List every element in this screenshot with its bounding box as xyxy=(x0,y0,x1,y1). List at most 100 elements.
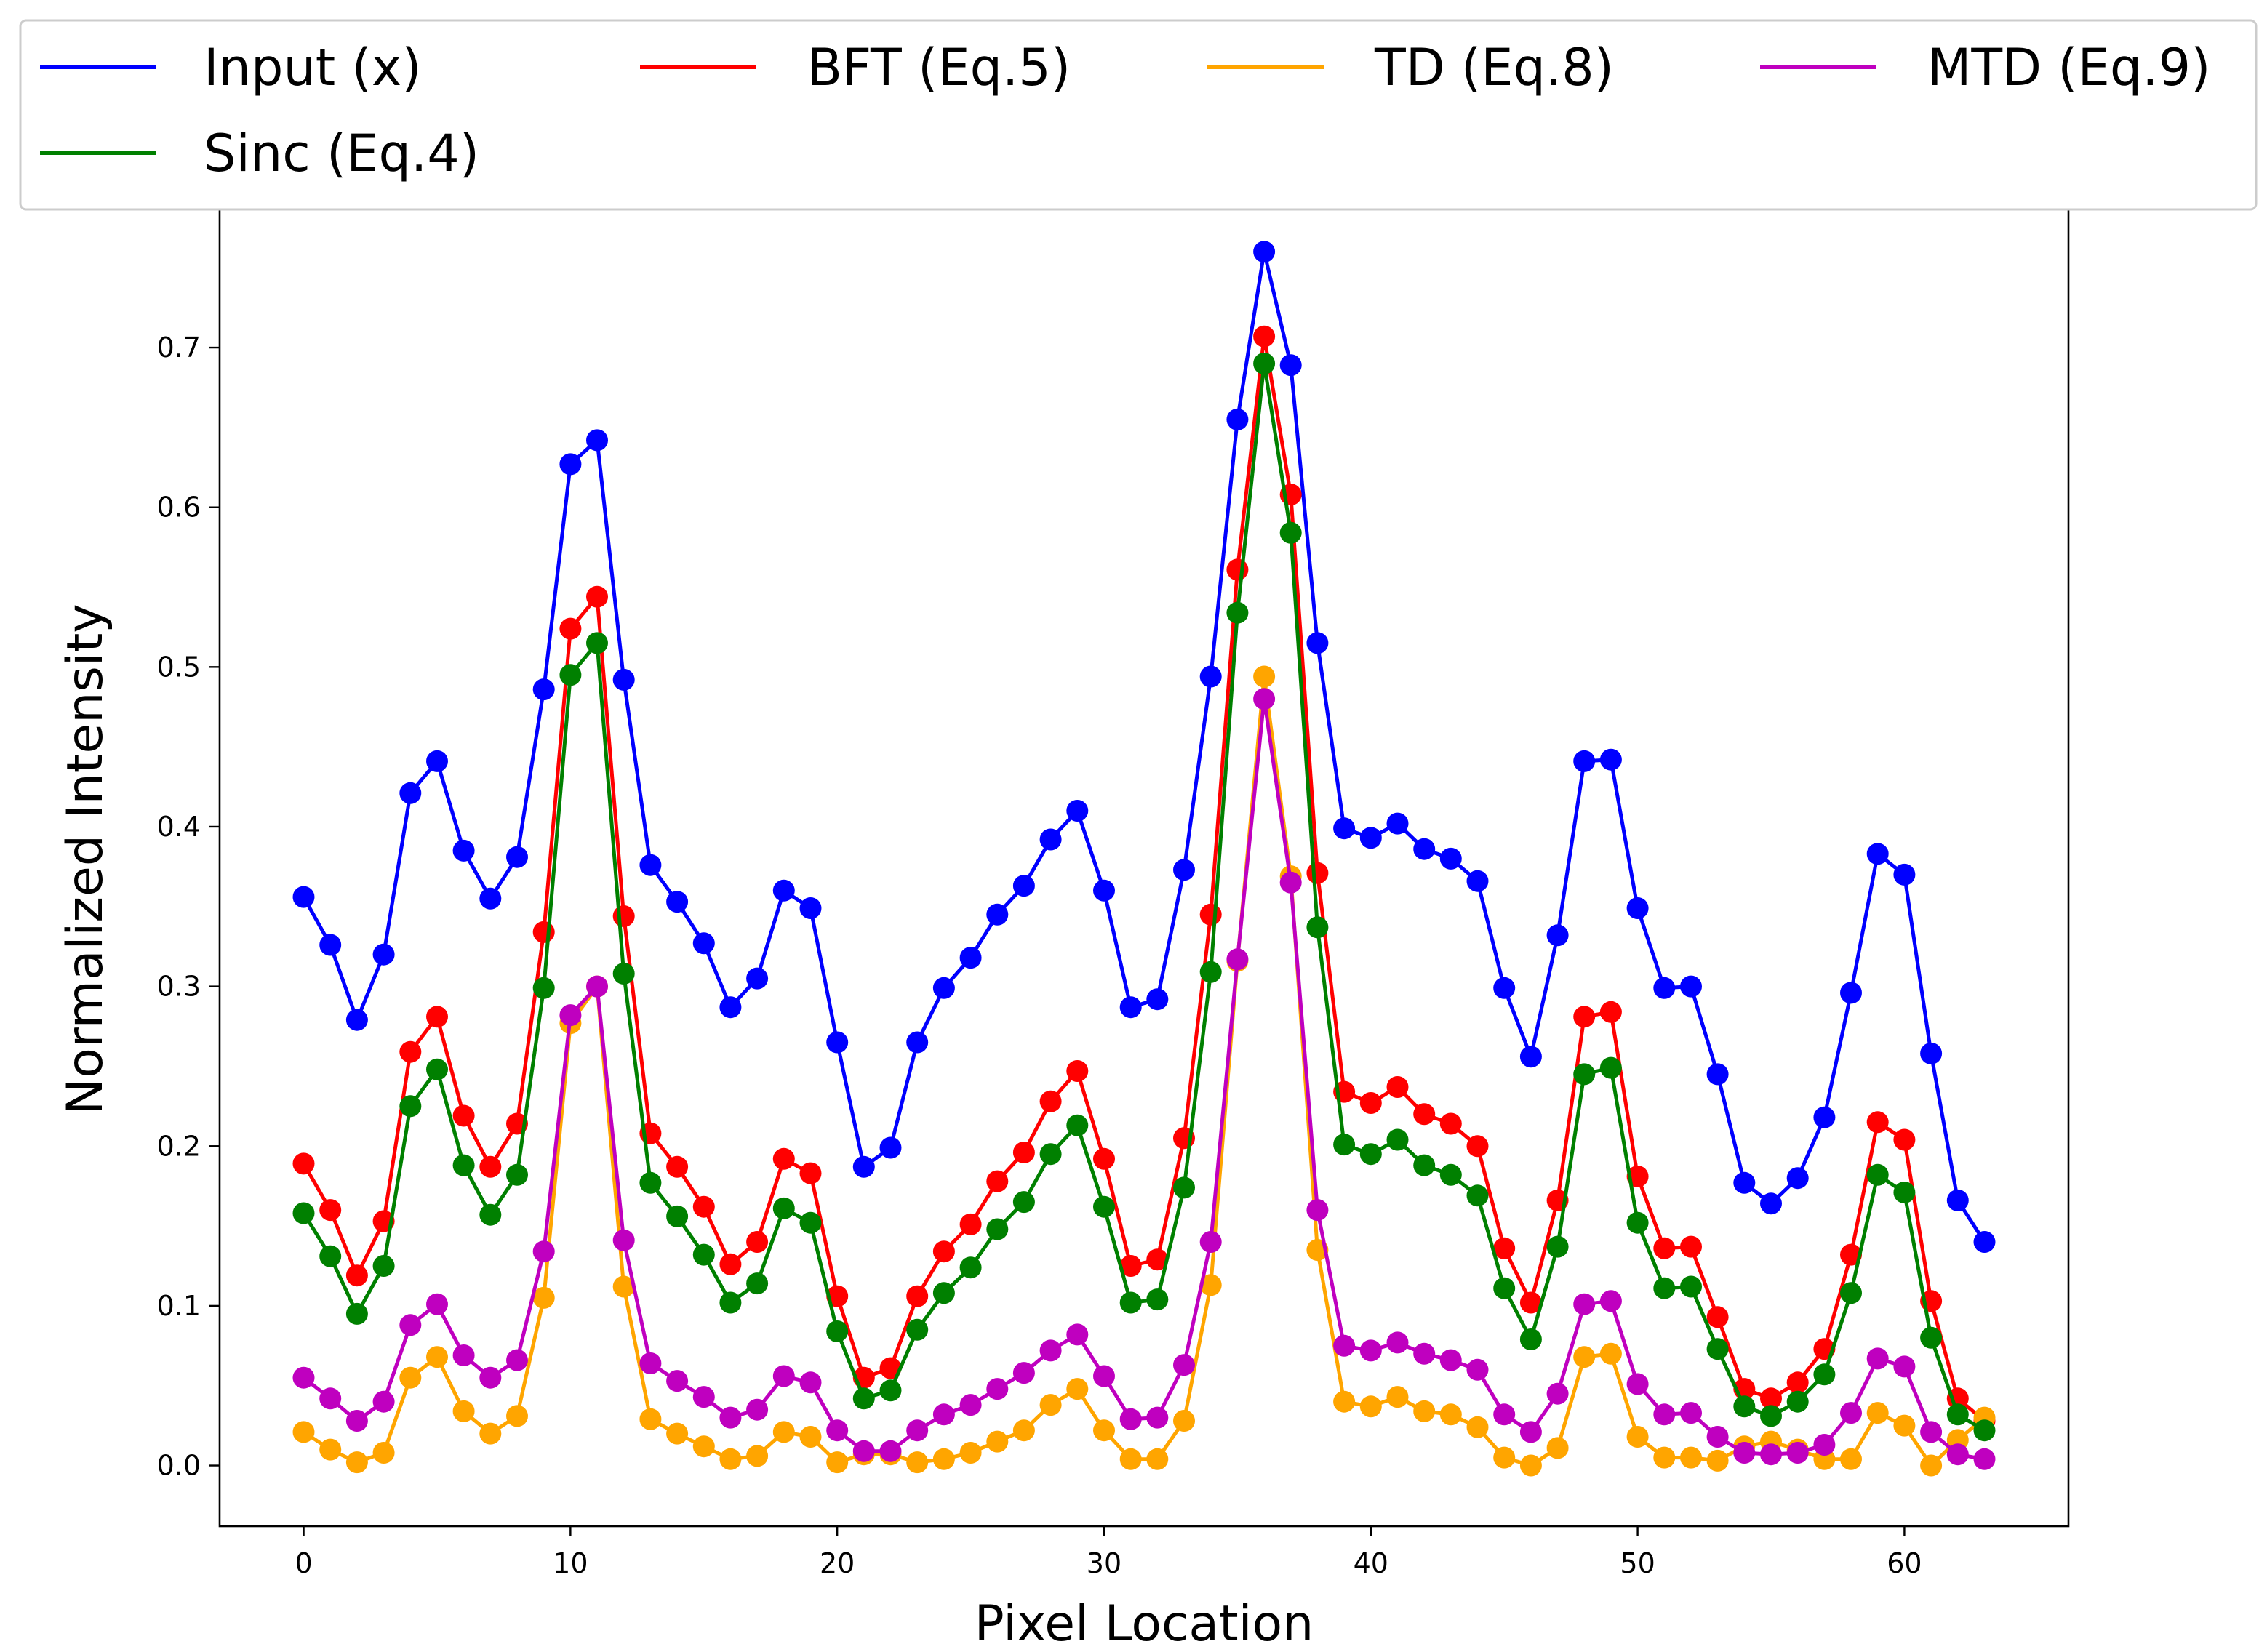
data-point xyxy=(452,1154,475,1176)
series-4 xyxy=(292,353,1996,1442)
data-point xyxy=(1119,996,1142,1019)
x-tick-label: 30 xyxy=(1087,1547,1121,1579)
data-point xyxy=(1119,1255,1142,1277)
y-tick-label: 0.2 xyxy=(157,1130,201,1162)
data-point xyxy=(692,1195,715,1218)
legend-item: TD (Eq.8) xyxy=(1207,38,1614,97)
data-point xyxy=(1199,665,1222,688)
data-point xyxy=(1386,1128,1409,1151)
data-point xyxy=(479,1155,502,1178)
data-point xyxy=(1973,1231,1996,1253)
data-point xyxy=(292,1366,315,1389)
legend-frame xyxy=(19,19,2258,211)
y-tick-label: 0.4 xyxy=(157,811,201,843)
data-point xyxy=(1146,1248,1169,1271)
data-point xyxy=(666,1370,689,1392)
data-point xyxy=(1840,1282,1862,1304)
data-point xyxy=(1253,353,1276,374)
data-point xyxy=(826,1031,849,1054)
data-point xyxy=(986,1170,1009,1192)
data-point xyxy=(506,1405,528,1427)
y-tick-label: 0.0 xyxy=(157,1450,201,1482)
data-point xyxy=(319,1387,342,1410)
data-point xyxy=(1413,1154,1436,1176)
data-point xyxy=(1653,1446,1676,1469)
data-point xyxy=(559,664,582,686)
data-point xyxy=(906,1285,929,1307)
data-point xyxy=(1386,1386,1409,1408)
data-point xyxy=(1946,1443,1969,1466)
data-point xyxy=(399,1366,422,1389)
data-point xyxy=(506,1349,528,1371)
data-point xyxy=(1866,1402,1889,1424)
data-point xyxy=(1439,1112,1462,1135)
legend-label: Sinc (Eq.4) xyxy=(204,124,479,183)
data-point xyxy=(1920,1042,1943,1064)
data-point xyxy=(799,1426,822,1448)
data-point xyxy=(666,891,689,913)
data-point xyxy=(1973,1448,1996,1470)
legend-item: BFT (Eq.5) xyxy=(640,38,1071,97)
data-point xyxy=(1573,1293,1596,1315)
data-point xyxy=(1146,1448,1169,1470)
data-point xyxy=(1306,862,1329,884)
data-point xyxy=(1920,1421,1943,1443)
data-point xyxy=(1653,977,1676,999)
data-point xyxy=(826,1419,849,1442)
data-point xyxy=(1866,843,1889,865)
data-point xyxy=(612,1275,635,1298)
data-point xyxy=(1066,1378,1089,1400)
data-point xyxy=(1653,1403,1676,1426)
data-point xyxy=(746,1445,769,1467)
data-point xyxy=(826,1320,849,1342)
data-point xyxy=(1706,1426,1729,1448)
data-point xyxy=(879,1379,902,1402)
data-point xyxy=(345,1009,368,1031)
data-point xyxy=(639,1352,662,1374)
x-axis-ticks: 0 10 20 30 40 50 60 xyxy=(295,1526,1922,1579)
data-point xyxy=(1573,1346,1596,1368)
data-point xyxy=(1039,1339,1062,1362)
data-point xyxy=(1786,1167,1809,1190)
series-line xyxy=(302,249,1986,1243)
data-point xyxy=(1413,1103,1436,1126)
data-point xyxy=(1386,1331,1409,1354)
data-point xyxy=(506,1163,528,1186)
data-point xyxy=(1333,1390,1356,1413)
data-point xyxy=(692,1386,715,1408)
y-axis-label: Normalized Intensity xyxy=(57,604,114,1115)
data-point xyxy=(1573,1006,1596,1028)
data-point xyxy=(1146,1406,1169,1429)
data-point xyxy=(1093,1365,1115,1387)
data-point xyxy=(1173,1354,1195,1376)
data-point xyxy=(1386,812,1409,835)
data-point xyxy=(1786,1442,1809,1464)
data-point xyxy=(746,967,769,990)
data-point xyxy=(1786,1371,1809,1394)
data-point xyxy=(1493,1237,1516,1259)
data-point xyxy=(1519,1328,1542,1350)
data-point xyxy=(1599,1342,1622,1365)
data-point xyxy=(479,887,502,910)
data-point xyxy=(772,879,795,902)
data-point xyxy=(1653,1237,1676,1259)
data-point xyxy=(345,1451,368,1474)
data-point xyxy=(372,1442,395,1464)
data-point xyxy=(799,1162,822,1184)
legend-label: BFT (Eq.5) xyxy=(807,38,1071,97)
data-point xyxy=(1626,897,1649,919)
data-point xyxy=(1119,1408,1142,1430)
series-3 xyxy=(292,688,1996,1470)
data-point xyxy=(959,1256,982,1279)
data-point xyxy=(1786,1390,1809,1413)
data-point xyxy=(479,1366,502,1389)
data-point xyxy=(879,1440,902,1462)
data-point xyxy=(1253,241,1276,263)
data-point xyxy=(452,839,475,862)
data-point xyxy=(1012,1419,1035,1442)
data-point xyxy=(1546,1437,1569,1459)
data-point xyxy=(1493,1403,1516,1426)
data-point xyxy=(666,1422,689,1445)
data-point xyxy=(452,1104,475,1127)
data-point xyxy=(1946,1189,1969,1211)
